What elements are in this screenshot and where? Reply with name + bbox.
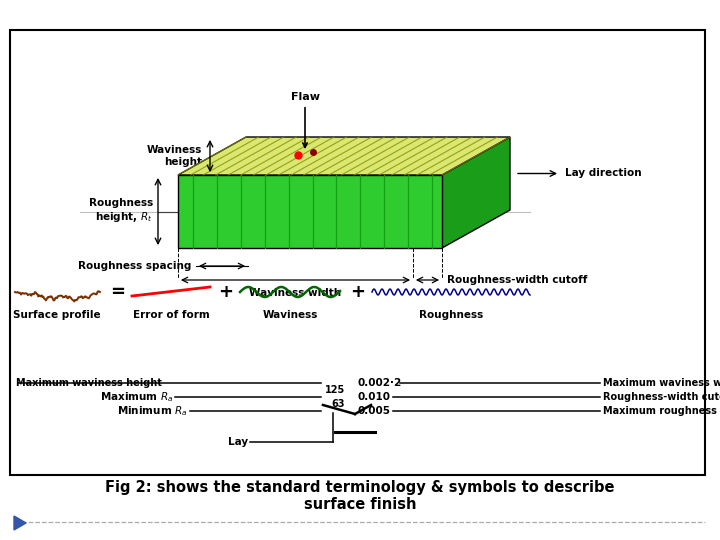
Polygon shape [178,137,510,175]
Text: 0.010: 0.010 [357,392,390,402]
Text: Error of form: Error of form [132,310,210,320]
Text: Maximum roughness width: Maximum roughness width [603,406,720,416]
Text: Lay direction: Lay direction [565,168,642,179]
Text: Roughness spacing: Roughness spacing [78,261,191,271]
Text: Maximum $R_a$: Maximum $R_a$ [99,390,173,404]
Text: Flaw: Flaw [290,92,320,147]
Text: Roughness-width cutoff: Roughness-width cutoff [447,275,588,285]
Polygon shape [178,175,442,248]
Text: 0.005: 0.005 [357,406,390,416]
Text: Waviness
height: Waviness height [147,145,202,167]
Text: 0.002·2: 0.002·2 [357,378,401,388]
Text: Roughness
height, $R_t$: Roughness height, $R_t$ [89,199,153,225]
FancyBboxPatch shape [10,30,705,475]
Text: 63: 63 [331,399,345,409]
Text: +: + [351,283,366,301]
Text: +: + [218,283,233,301]
Text: Roughness-width cutoff: Roughness-width cutoff [603,392,720,402]
Text: Fig 2: shows the standard terminology & symbols to describe
surface finish: Fig 2: shows the standard terminology & … [105,480,615,512]
Text: Waviness width: Waviness width [249,288,341,298]
Text: 125: 125 [325,385,345,395]
Polygon shape [14,516,26,530]
Text: =: = [110,283,125,301]
Text: Lay: Lay [228,437,248,447]
Text: Surface profile: Surface profile [13,310,101,320]
Text: Waviness: Waviness [262,310,318,320]
Polygon shape [442,137,510,248]
Text: Maximum waviness width: Maximum waviness width [603,378,720,388]
Text: Maximum waviness height: Maximum waviness height [16,378,162,388]
Text: Roughness: Roughness [419,310,483,320]
Text: Minimum $R_a$: Minimum $R_a$ [117,404,188,418]
